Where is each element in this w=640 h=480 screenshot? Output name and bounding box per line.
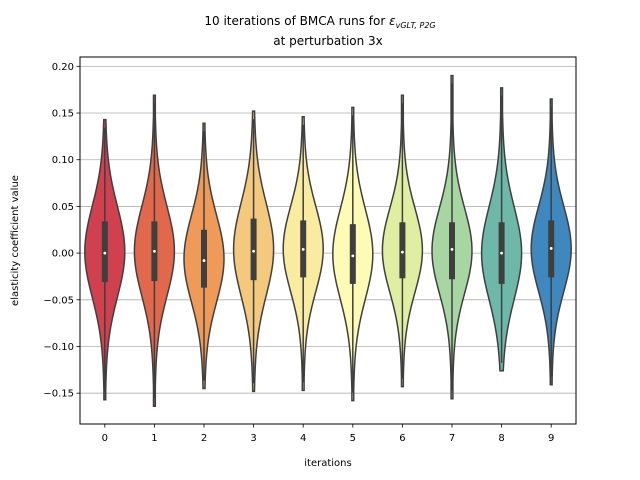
violin-7: [431, 74, 473, 400]
x-tick-label: 9: [548, 433, 554, 444]
y-tick-label: −0.10: [43, 342, 74, 353]
x-tick-label: 7: [449, 433, 455, 444]
chart-title: 10 iterations of BMCA runs for εvGLT, P2…: [204, 14, 435, 30]
x-tick-label: 2: [201, 433, 207, 444]
x-tick-label: 3: [250, 433, 256, 444]
violin-median: [500, 251, 503, 255]
y-tick-label: 0.05: [52, 202, 74, 213]
violin-median: [351, 254, 355, 258]
violin-2: [183, 122, 225, 390]
violin-iqr-box: [449, 222, 455, 280]
chart-title-symbol: ε: [389, 14, 396, 28]
x-tick-label: 6: [399, 433, 405, 444]
x-axis-ticks: 0 1 2 3 4 5 6 7 8 9: [102, 424, 554, 444]
violin-4: [282, 116, 324, 392]
violin-median: [301, 247, 305, 251]
plot-frame: [79, 56, 577, 425]
y-tick-label: −0.05: [43, 295, 74, 306]
violin-iqr-box: [201, 229, 207, 288]
violin-3: [232, 110, 275, 393]
y-tick-label: −0.15: [43, 389, 74, 400]
violin-1: [133, 94, 176, 408]
violin-0: [84, 118, 126, 401]
violin-iqr-box: [349, 224, 356, 284]
x-tick-label: 0: [102, 433, 108, 444]
violin-median: [103, 251, 107, 255]
violin-median: [450, 247, 454, 251]
x-tick-label: 1: [151, 433, 157, 444]
y-tick-label: 0.15: [52, 109, 74, 120]
chart-title-prefix: 10 iterations of BMCA runs for: [204, 14, 389, 28]
violin-iqr-box: [250, 218, 257, 281]
y-axis-label: elasticity coefficient value: [10, 175, 21, 306]
violin-9: [530, 98, 572, 386]
x-tick-label: 4: [300, 433, 306, 444]
x-axis-label: iterations: [304, 458, 351, 469]
x-tick-label: 5: [350, 433, 356, 444]
violin-6: [381, 94, 424, 388]
x-tick-label: 8: [498, 433, 504, 444]
chart-subtitle: at perturbation 3x: [273, 34, 383, 48]
violin-median: [549, 247, 553, 250]
chart-title-subscript: vGLT, P2G: [396, 21, 436, 30]
y-axis-ticks: 0.20 0.15 0.10 0.05 0.00 −0.05 −0.10 −0.15: [43, 62, 80, 400]
violin-iqr-box: [101, 221, 108, 283]
violin-5: [332, 106, 374, 402]
y-tick-label: 0.10: [52, 155, 74, 166]
violin-median: [401, 250, 404, 254]
violin-median: [153, 249, 156, 253]
violin-median: [202, 259, 206, 262]
violin-plot-area: [84, 74, 572, 408]
y-tick-label: 0.20: [52, 62, 74, 73]
violin-iqr-box: [399, 222, 406, 279]
y-tick-label: 0.00: [52, 249, 74, 260]
violin-median: [252, 249, 256, 253]
violin-8: [480, 87, 523, 372]
